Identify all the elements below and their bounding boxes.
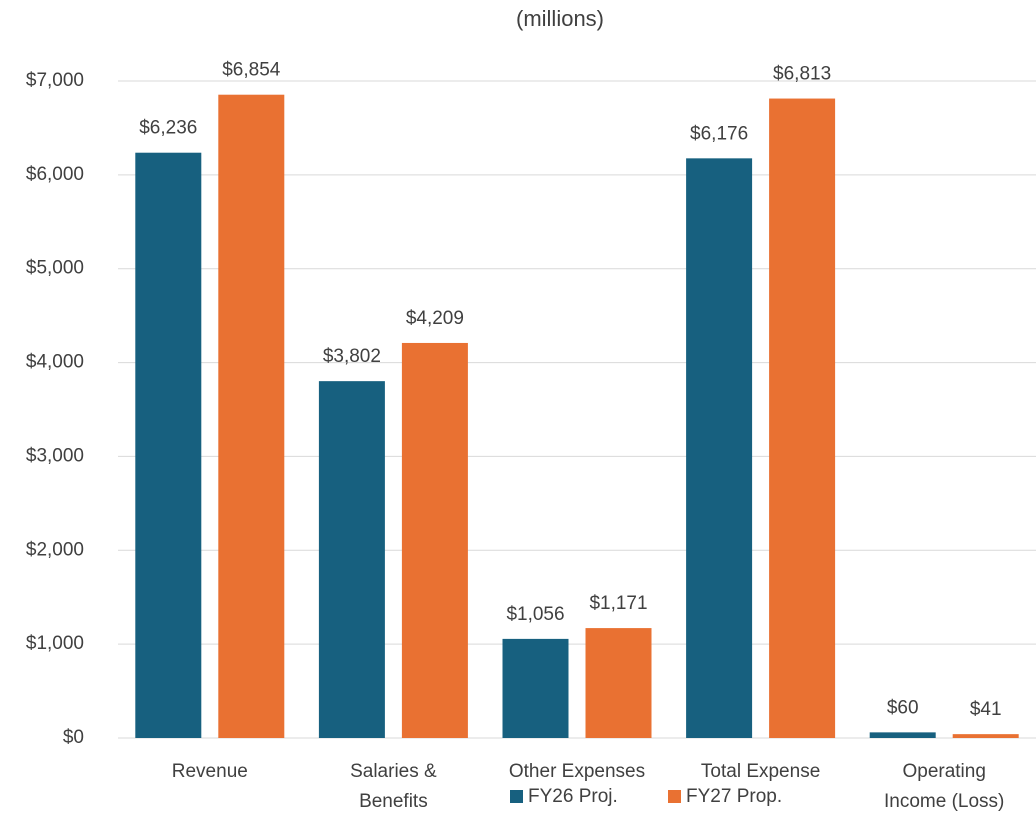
bar (135, 152, 202, 739)
x-tick-label: Salaries & Benefits (350, 761, 437, 812)
value-label: $3,802 (323, 346, 381, 367)
bar (502, 638, 569, 738)
legend-label: FY27 Prop. (686, 786, 782, 807)
value-label: $6,176 (690, 123, 748, 144)
bar (318, 381, 385, 738)
legend-label: FY26 Proj. (528, 786, 618, 807)
bar (952, 734, 1019, 738)
value-label: $60 (887, 697, 919, 718)
bar (769, 98, 836, 739)
y-tick-label: $0 (63, 727, 84, 748)
value-label: $6,854 (222, 60, 281, 81)
chart-title: (millions) (516, 6, 604, 31)
value-label: $1,056 (506, 604, 564, 625)
y-tick-label: $5,000 (26, 258, 84, 279)
x-tick-label: Revenue (172, 761, 248, 782)
y-tick-label: $6,000 (26, 164, 84, 185)
bar (869, 732, 936, 738)
bar (585, 628, 652, 738)
x-tick-label: Other Expenses (509, 761, 645, 782)
value-label: $1,171 (589, 593, 647, 614)
y-tick-label: $7,000 (26, 70, 84, 91)
value-label: $41 (970, 699, 1002, 720)
value-label: $6,236 (139, 118, 197, 139)
legend-swatch (668, 790, 681, 803)
y-tick-label: $3,000 (26, 445, 84, 466)
legend-swatch (510, 790, 523, 803)
y-tick-label: $2,000 (26, 539, 84, 560)
x-tick-label: Total Expense (701, 761, 820, 782)
value-label: $6,813 (773, 64, 831, 85)
bar (218, 94, 285, 739)
bar (401, 342, 468, 738)
y-tick-label: $1,000 (26, 633, 84, 654)
x-tick-label: Operating Income (Loss) (884, 761, 1004, 812)
y-tick-label: $4,000 (26, 352, 84, 373)
value-label: $4,209 (406, 308, 464, 329)
bar (686, 158, 753, 739)
